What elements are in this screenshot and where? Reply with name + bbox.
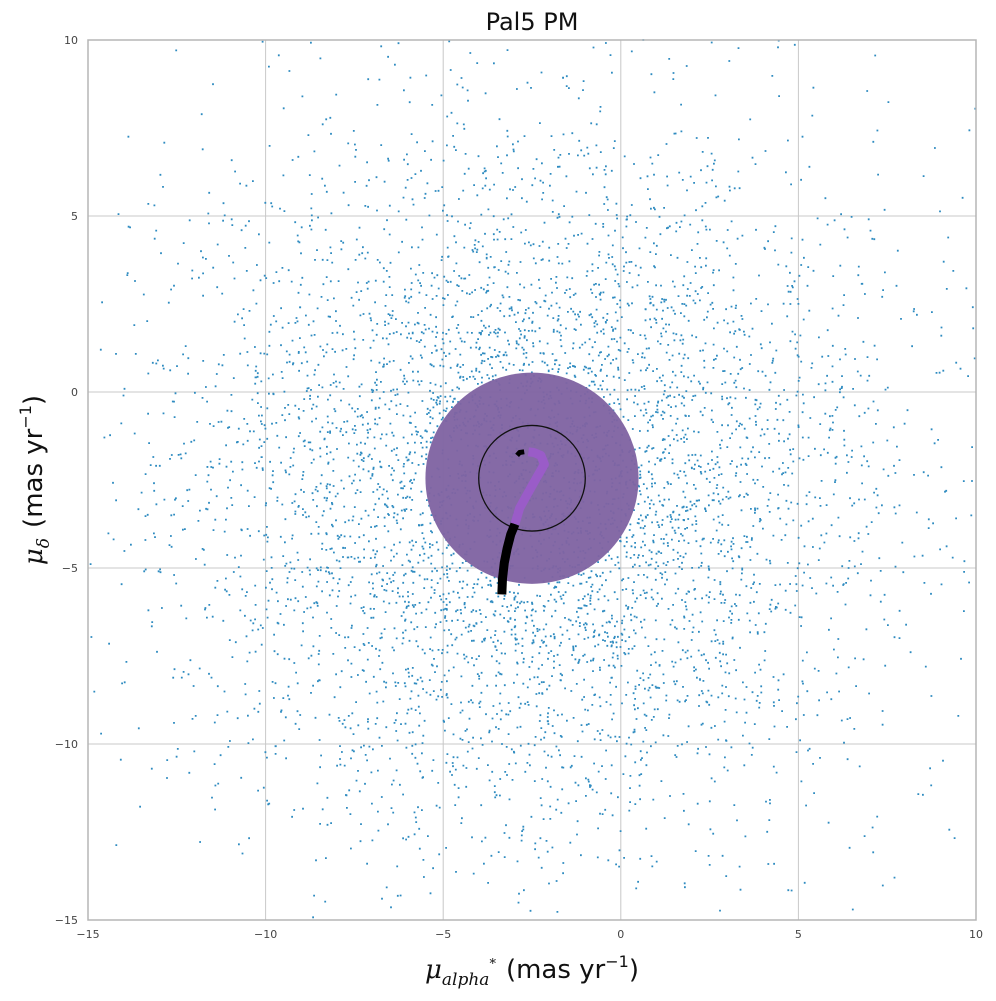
y-tick-label: −15 bbox=[55, 914, 78, 927]
overlay-layer bbox=[425, 372, 639, 595]
y-tick-label: −5 bbox=[62, 562, 78, 575]
x-label-unit-exponent: −1 bbox=[605, 952, 629, 971]
y-label-unit-exponent: −1 bbox=[16, 405, 35, 429]
x-label-unit: (mas yr bbox=[506, 955, 606, 985]
x-tick-label: 10 bbox=[969, 928, 983, 941]
plot-frame bbox=[87, 39, 977, 921]
chart-title: Pal5 PM bbox=[486, 8, 579, 36]
orbit-track-black bbox=[497, 522, 520, 595]
x-tick-label: −15 bbox=[76, 928, 99, 941]
x-tick-label: 5 bbox=[795, 928, 802, 941]
y-label-symbol: μ bbox=[19, 548, 49, 565]
x-axis-label: μalpha* (mas yr−1) bbox=[425, 952, 639, 990]
y-axis-label: μδ (mas yr−1) bbox=[16, 395, 54, 565]
y-label-subscript: δ bbox=[34, 538, 54, 548]
y-label-unit: (mas yr bbox=[19, 428, 49, 528]
ring-circle bbox=[478, 424, 586, 532]
x-label-unit-close: ) bbox=[629, 955, 639, 985]
y-label-unit-close: ) bbox=[19, 395, 49, 405]
x-label-symbol: μ bbox=[425, 955, 442, 985]
orbit-track-purple bbox=[510, 447, 549, 526]
x-label-subscript: alpha bbox=[442, 970, 490, 990]
y-tick-label: −10 bbox=[55, 738, 78, 751]
orbit-tip-black bbox=[515, 449, 525, 458]
y-tick-label: 0 bbox=[71, 386, 78, 399]
x-tick-labels: −15 −10 −5 0 5 10 bbox=[76, 928, 983, 941]
x-tick-label: −5 bbox=[435, 928, 451, 941]
x-tick-label: 0 bbox=[617, 928, 624, 941]
x-tick-label: −10 bbox=[254, 928, 277, 941]
x-label-superscript: * bbox=[489, 957, 496, 972]
y-tick-labels: −15 −10 −5 0 5 10 bbox=[55, 34, 78, 927]
y-tick-label: 5 bbox=[71, 210, 78, 223]
y-tick-label: 10 bbox=[64, 34, 78, 47]
